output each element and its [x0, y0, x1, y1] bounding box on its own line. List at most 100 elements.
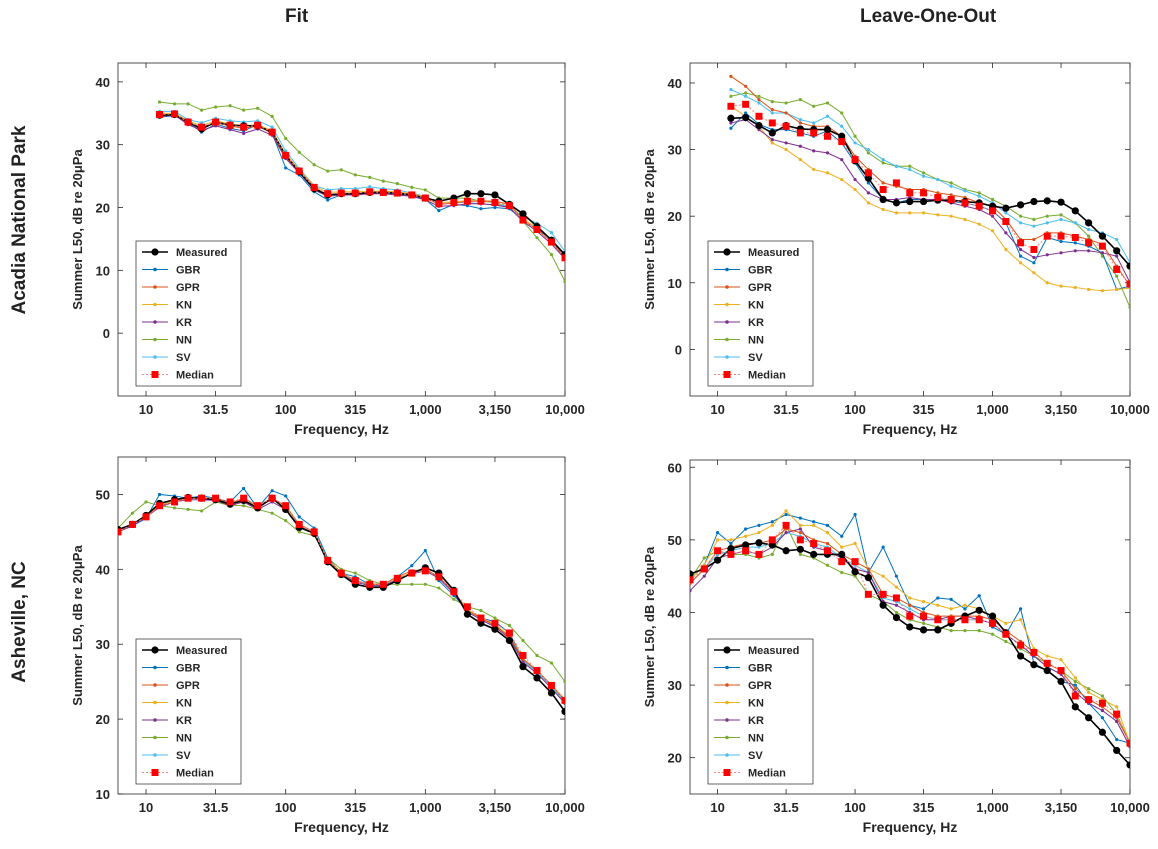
data-point-nn: [452, 597, 456, 601]
data-point-median: [1085, 239, 1093, 247]
data-point-nn: [1059, 213, 1063, 217]
data-point-nn: [1045, 214, 1049, 218]
x-tick-label: 10: [139, 800, 153, 815]
data-point-median: [268, 494, 276, 502]
legend-label: Measured: [748, 247, 799, 259]
legend-entry-sv: SV: [714, 352, 763, 364]
data-point-kn: [1073, 676, 1077, 680]
legend-entry-measured: Measured: [714, 247, 799, 259]
data-point-median: [310, 528, 318, 536]
data-point-median: [212, 494, 220, 502]
data-point-measured: [1126, 262, 1130, 270]
legend-entry-median: Median: [714, 370, 786, 382]
series-line-kn: [730, 105, 1130, 292]
legend-label: GBR: [176, 663, 201, 675]
legend-entry-kr: KR: [142, 317, 192, 329]
data-point-measured: [713, 556, 722, 564]
data-point-nn: [853, 574, 857, 578]
data-point-median: [796, 129, 804, 137]
legend-entry-gpr: GPR: [142, 680, 200, 692]
data-point-nn: [199, 509, 204, 513]
legend-label: SV: [176, 750, 191, 762]
data-point-kn: [798, 157, 802, 162]
data-point-measured: [463, 190, 471, 198]
data-point-median: [851, 156, 859, 164]
y-tick-label: 20: [96, 201, 110, 216]
x-tick-label: 10,000: [1110, 402, 1150, 417]
data-point-measured: [1126, 761, 1130, 769]
data-point-measured: [755, 539, 763, 547]
data-point-sv: [353, 187, 357, 191]
y-tick-label: 30: [96, 138, 110, 153]
series-sv: [729, 88, 1130, 265]
data-point-median: [547, 238, 555, 246]
data-point-median: [934, 194, 942, 202]
data-point-kn: [963, 217, 967, 222]
data-point-median: [1113, 265, 1121, 273]
data-point-median: [226, 121, 234, 129]
data-point-median: [1085, 696, 1093, 704]
data-point-gbr: [894, 574, 899, 578]
data-point-gbr: [1018, 254, 1023, 258]
data-point-median: [906, 189, 914, 197]
data-point-median: [533, 666, 541, 674]
data-point-median: [1030, 245, 1038, 253]
data-point-median: [1071, 692, 1079, 700]
data-point-gbr: [1018, 607, 1023, 611]
data-point-measured: [810, 550, 818, 558]
legend-label: KR: [748, 317, 764, 329]
data-point-nn: [410, 582, 414, 586]
data-point-kr: [1018, 247, 1023, 252]
data-point-sv: [1087, 227, 1091, 232]
data-point-kr: [1100, 708, 1105, 713]
legend-label: KN: [176, 300, 192, 312]
data-point-kn: [1018, 261, 1023, 265]
x-tick-label: 1,000: [976, 800, 1009, 815]
data-point-kn: [921, 599, 926, 604]
data-point-kn: [894, 211, 899, 215]
y-tick-label: 10: [96, 787, 110, 802]
data-point-sv: [853, 141, 857, 145]
data-point-nn: [507, 623, 512, 628]
data-point-median: [505, 202, 513, 210]
x-tick-label: 1,000: [976, 402, 1009, 417]
data-point-sv: [1004, 211, 1008, 215]
data-point-measured: [690, 570, 694, 578]
data-point-median: [727, 102, 735, 110]
data-point-median: [408, 569, 416, 577]
data-point-median: [700, 565, 708, 573]
data-point-kn: [908, 211, 912, 215]
data-point-sv: [894, 164, 899, 168]
x-tick-label: 31.5: [203, 402, 228, 417]
data-point-gbr: [284, 494, 288, 498]
x-axis-label: Frequency, Hz: [294, 421, 389, 437]
x-tick-label: 3,150: [479, 402, 512, 417]
legend: Measured GBR GPR KN KR NN SV Median: [707, 240, 814, 387]
data-point-gpr: [784, 111, 788, 115]
data-point-sv: [908, 167, 912, 172]
data-point-measured: [1085, 714, 1093, 722]
data-point-sv: [949, 184, 953, 188]
data-point-nn: [493, 616, 497, 620]
legend-label: NN: [748, 733, 764, 745]
data-point-gbr: [840, 534, 844, 538]
data-point-kr: [853, 177, 857, 182]
data-point-gbr: [1073, 683, 1077, 687]
data-point-median: [947, 616, 955, 624]
data-point-median: [337, 189, 345, 197]
data-point-median: [393, 189, 401, 197]
legend-label: Median: [748, 768, 786, 780]
data-point-nn: [798, 552, 802, 556]
data-point-gpr: [936, 191, 940, 195]
y-tick-label: 30: [96, 637, 110, 652]
data-point-median: [1057, 667, 1065, 675]
y-tick-label: 20: [668, 209, 682, 224]
data-point-kn: [812, 167, 816, 172]
data-point-median: [561, 254, 565, 262]
data-point-nn: [270, 511, 274, 515]
legend-label: GBR: [748, 663, 773, 675]
series-median: [156, 110, 565, 262]
data-point-kn: [1032, 271, 1036, 275]
legend-entry-gbr: GBR: [142, 265, 201, 277]
legend-entry-measured: Measured: [142, 247, 227, 259]
